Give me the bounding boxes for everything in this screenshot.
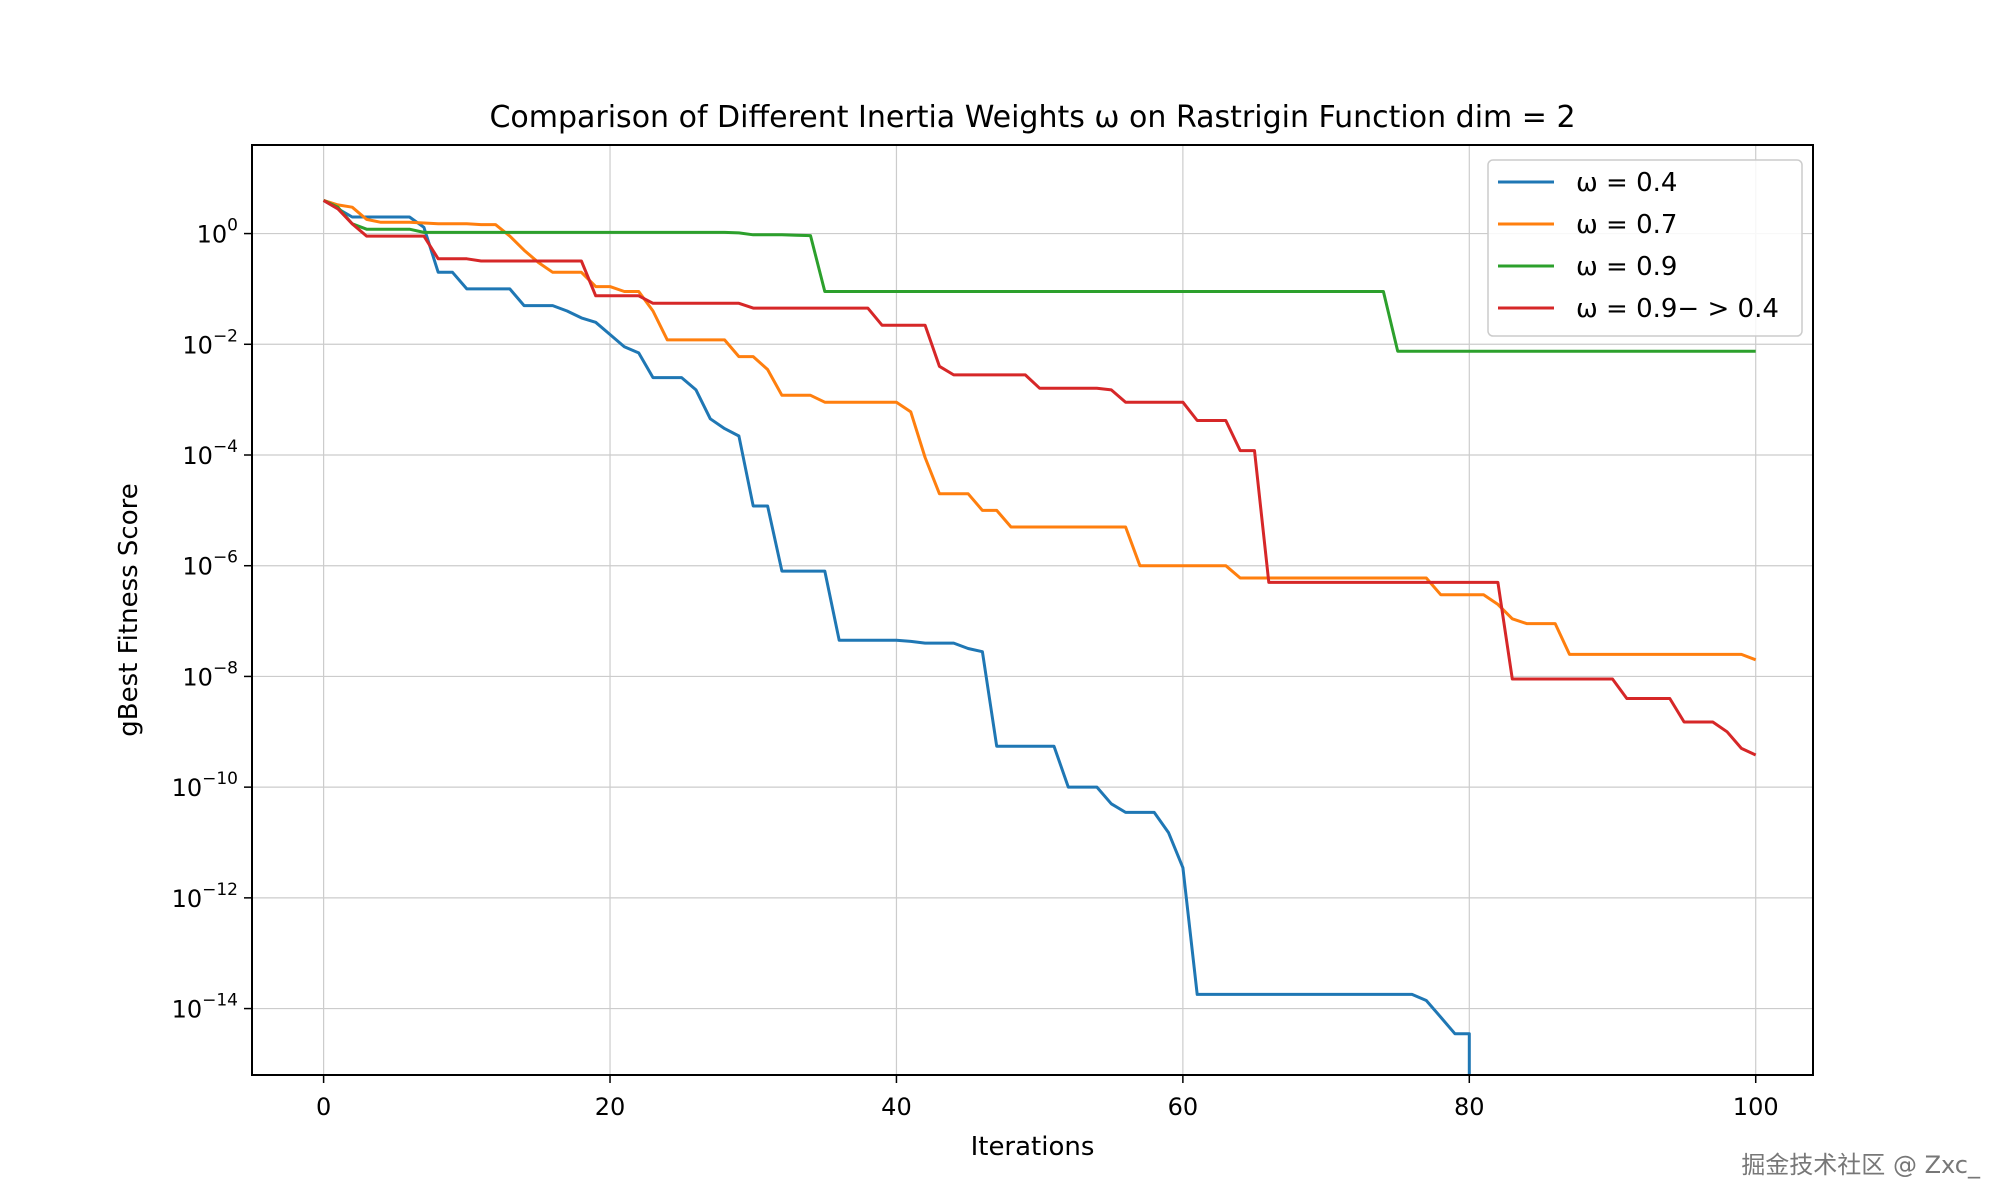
y-tick-label: 100 [197, 216, 238, 249]
legend-label: ω = 0.9 [1576, 252, 1677, 282]
y-tick-label: 10−4 [182, 437, 238, 470]
legend-box [1487, 159, 1803, 337]
x-tick-label: 80 [1454, 1093, 1485, 1121]
x-tick-label: 0 [316, 1093, 331, 1121]
y-tick-label: 10−8 [182, 658, 238, 691]
plot-frame [251, 144, 1814, 1076]
watermark: 掘金技术社区 @ Zxc_ [1741, 1151, 1980, 1179]
x-tick-label: 60 [1168, 1093, 1199, 1121]
legend-label: ω = 0.9− > 0.4 [1576, 294, 1779, 324]
legend-label: ω = 0.4 [1576, 168, 1677, 198]
y-tick-label: 10−10 [172, 769, 238, 802]
y-tick-label: 10−6 [182, 548, 238, 581]
x-tick-label: 40 [881, 1093, 912, 1121]
x-axis-label: Iterations [971, 1132, 1095, 1162]
legend: ω = 0.4 ω = 0.7 ω = 0.9 ω = 0.9− > 0.4 [1487, 159, 1803, 337]
y-tick-label: 10−14 [172, 991, 238, 1024]
x-axis-ticks: 0 20 40 60 80 100 [316, 1075, 1779, 1121]
series-line-3 [322, 199, 1756, 353]
legend-label: ω = 0.7 [1576, 210, 1677, 240]
series-line-2 [323, 198, 1757, 662]
y-tick-label: 10−12 [172, 880, 238, 913]
y-tick-label: 10−2 [182, 326, 238, 359]
y-axis-label: gBest Fitness Score [114, 483, 144, 736]
y-axis-ticks: 100 10−2 10−4 10−6 10−8 10−10 10−12 10−14 [172, 216, 252, 1024]
series-line-1 [322, 199, 1471, 1075]
x-tick-label: 20 [595, 1093, 626, 1121]
series-layer [322, 198, 1757, 1075]
chart-title: Comparison of Different Inertia Weights … [489, 100, 1575, 135]
series-line-4 [322, 199, 1757, 757]
x-tick-label: 100 [1733, 1093, 1779, 1121]
